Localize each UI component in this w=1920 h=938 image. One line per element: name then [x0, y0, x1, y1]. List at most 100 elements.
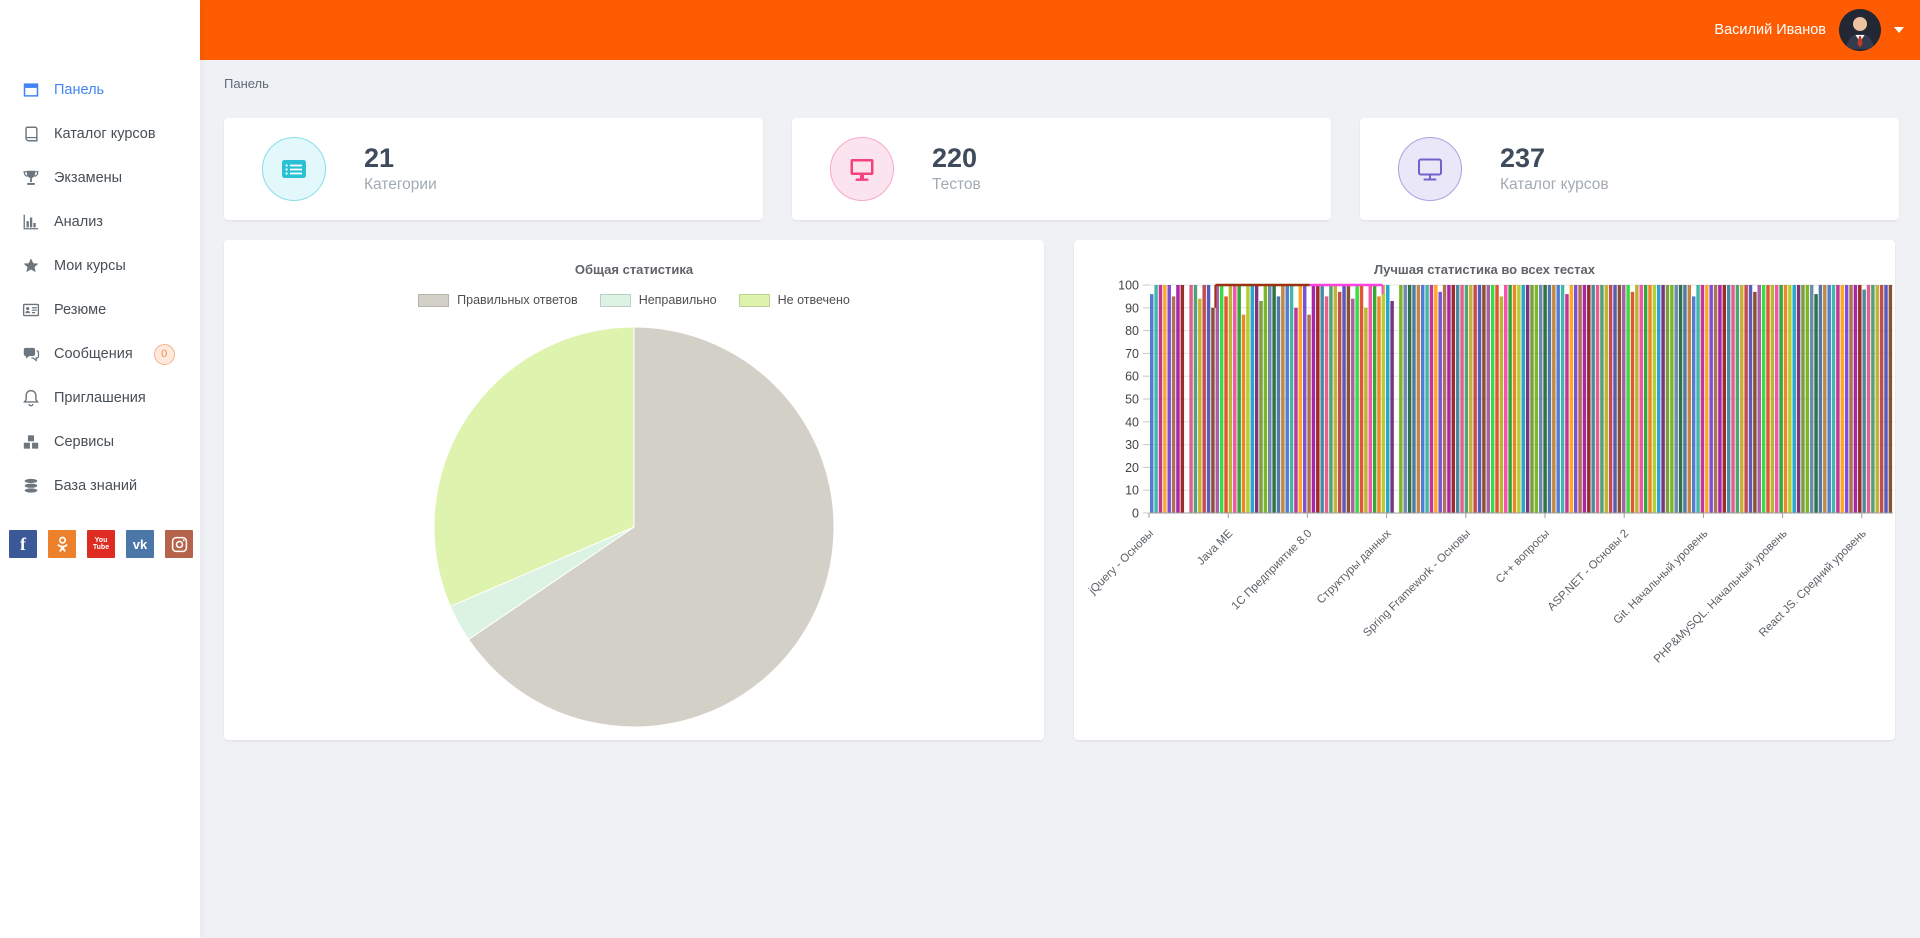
svg-text:Git. Начальный уровень: Git. Начальный уровень [1612, 528, 1711, 627]
sidebar-item-label: Резюме [54, 302, 107, 318]
sidebar-item-label: Мои курсы [54, 258, 126, 274]
sidebar-item-label: Сервисы [54, 434, 115, 450]
vk-icon: vk [132, 536, 148, 552]
stat-value: 21 [364, 143, 395, 174]
star-icon [23, 258, 39, 273]
breadcrumb: Панель [224, 76, 269, 91]
svg-text:1С Предприятие 8.0: 1С Предприятие 8.0 [1230, 528, 1315, 613]
legend-swatch [738, 293, 770, 307]
svg-text:jQuery - Основы: jQuery - Основы [1086, 528, 1156, 598]
youtube-icon: You Tube [92, 537, 110, 551]
chevron-down-icon [1894, 27, 1904, 33]
stat-label: Категории [364, 175, 437, 193]
stat-cards: 21 Категории 220 Тестов 237 Каталог курсов [224, 118, 1899, 220]
svg-text:PHP&MySQL. Начальный уровень: PHP&MySQL. Начальный уровень [1652, 528, 1790, 666]
pie-chart-title: Общая статистика [574, 262, 694, 277]
svg-text:ASP.NET - Основы 2: ASP.NET - Основы 2 [1546, 528, 1632, 614]
pie-legend: Правильных ответов Неправильно Не отвечено [224, 293, 1044, 307]
cubes-icon [23, 435, 39, 449]
svg-text:C++ вопросы: C++ вопросы [1494, 528, 1552, 586]
legend-item-2: Не отвечено [738, 293, 850, 307]
legend-label: Правильных ответов [457, 293, 578, 307]
social-link-vk[interactable]: vk [126, 530, 154, 558]
sidebar-item-3[interactable]: Анализ [0, 200, 200, 244]
dashboard-icon [23, 83, 39, 97]
svg-text:60: 60 [1125, 370, 1139, 384]
svg-text:100: 100 [1118, 279, 1139, 293]
social-link-facebook[interactable]: f [9, 530, 37, 558]
svg-text:20: 20 [1125, 461, 1139, 475]
svg-text:30: 30 [1125, 438, 1139, 452]
svg-text:40: 40 [1125, 415, 1139, 429]
stat-label: Каталог курсов [1500, 175, 1609, 193]
pie-chart [433, 326, 835, 728]
facebook-icon: f [20, 533, 26, 554]
sidebar-item-label: База знаний [54, 478, 138, 494]
social-links: f You Tube vk [9, 530, 193, 558]
sidebar-item-label: Панель [54, 82, 105, 98]
social-link-youtube[interactable]: You Tube [87, 530, 115, 558]
database-icon [24, 478, 38, 493]
sidebar-item-label: Анализ [54, 214, 103, 230]
user-name: Василий Иванов [1714, 22, 1826, 38]
list-solid-icon [262, 137, 326, 201]
sidebar-item-8[interactable]: Сервисы [0, 420, 200, 464]
avatar[interactable] [1839, 9, 1881, 51]
sidebar-item-4[interactable]: Мои курсы [0, 244, 200, 288]
user-menu[interactable]: Василий Иванов [1714, 0, 1904, 60]
stat-card-1: 220 Тестов [792, 118, 1331, 220]
book-icon [25, 126, 38, 142]
trophy-icon [23, 170, 39, 185]
bar-chart-panel: Лучшая статистика во всех тестах 0 10 20 30… [1074, 240, 1895, 740]
bell-icon [23, 389, 39, 407]
topbar: Василий Иванов [200, 0, 1920, 60]
stat-value: 237 [1500, 143, 1546, 174]
stat-value: 220 [932, 143, 978, 174]
odnoklassniki-icon [57, 536, 67, 552]
sidebar: Панель Каталог курсов Экзамены Анализ Мои ку… [0, 0, 200, 938]
sidebar-item-9[interactable]: База знаний [0, 464, 200, 508]
svg-text:0: 0 [1132, 507, 1139, 521]
social-link-odnoklassniki[interactable] [48, 530, 76, 558]
sidebar-item-2[interactable]: Экзамены [0, 156, 200, 200]
legend-label: Неправильно [638, 293, 717, 307]
legend-label: Не отвечено [777, 293, 850, 307]
legend-item-0: Правильных ответов [418, 293, 578, 307]
pie-chart-panel: Общая статистика Правильных ответов Непра… [224, 240, 1044, 740]
legend-item-1: Неправильно [599, 293, 717, 307]
legend-swatch [418, 293, 450, 307]
chart-icon [23, 214, 39, 230]
sidebar-item-5[interactable]: Резюме [0, 288, 200, 332]
svg-text:Структуры данных: Структуры данных [1315, 527, 1394, 606]
messages-count-badge: 0 [153, 343, 175, 365]
sidebar-nav: Панель Каталог курсов Экзамены Анализ Мои ку… [0, 68, 200, 508]
monitor-solid-icon [830, 137, 894, 201]
sidebar-item-0[interactable]: Панель [0, 68, 200, 112]
sidebar-item-label: Сообщения [54, 346, 133, 362]
bar-chart: 0 10 20 30 40 50 60 70 80 90 100 jQuery - Основы Jav… [1086, 279, 1893, 666]
instagram-icon [171, 536, 187, 552]
svg-text:80: 80 [1125, 324, 1139, 338]
pie-slice-0 [467, 326, 835, 728]
idcard-icon [22, 303, 40, 317]
svg-text:50: 50 [1125, 393, 1139, 407]
avatar-image [1839, 9, 1881, 51]
chat-icon [23, 347, 40, 362]
sidebar-item-label: Каталог курсов [54, 126, 156, 142]
stat-card-0: 21 Категории [224, 118, 763, 220]
stat-label: Тестов [932, 175, 981, 193]
svg-text:10: 10 [1125, 484, 1139, 498]
pie-slice-2 [433, 326, 635, 608]
svg-text:90: 90 [1125, 301, 1139, 315]
sidebar-item-7[interactable]: Приглашения [0, 376, 200, 420]
legend-swatch [599, 293, 631, 307]
social-link-instagram[interactable] [165, 530, 193, 558]
sidebar-item-6[interactable]: Сообщения 0 [0, 332, 200, 376]
sidebar-item-label: Приглашения [54, 390, 146, 406]
bar-chart-title: Лучшая статистика во всех тестах [1374, 262, 1595, 277]
stat-card-2: 237 Каталог курсов [1360, 118, 1899, 220]
monitor-outline-icon [1398, 137, 1462, 201]
sidebar-item-label: Экзамены [54, 170, 123, 186]
sidebar-item-1[interactable]: Каталог курсов [0, 112, 200, 156]
